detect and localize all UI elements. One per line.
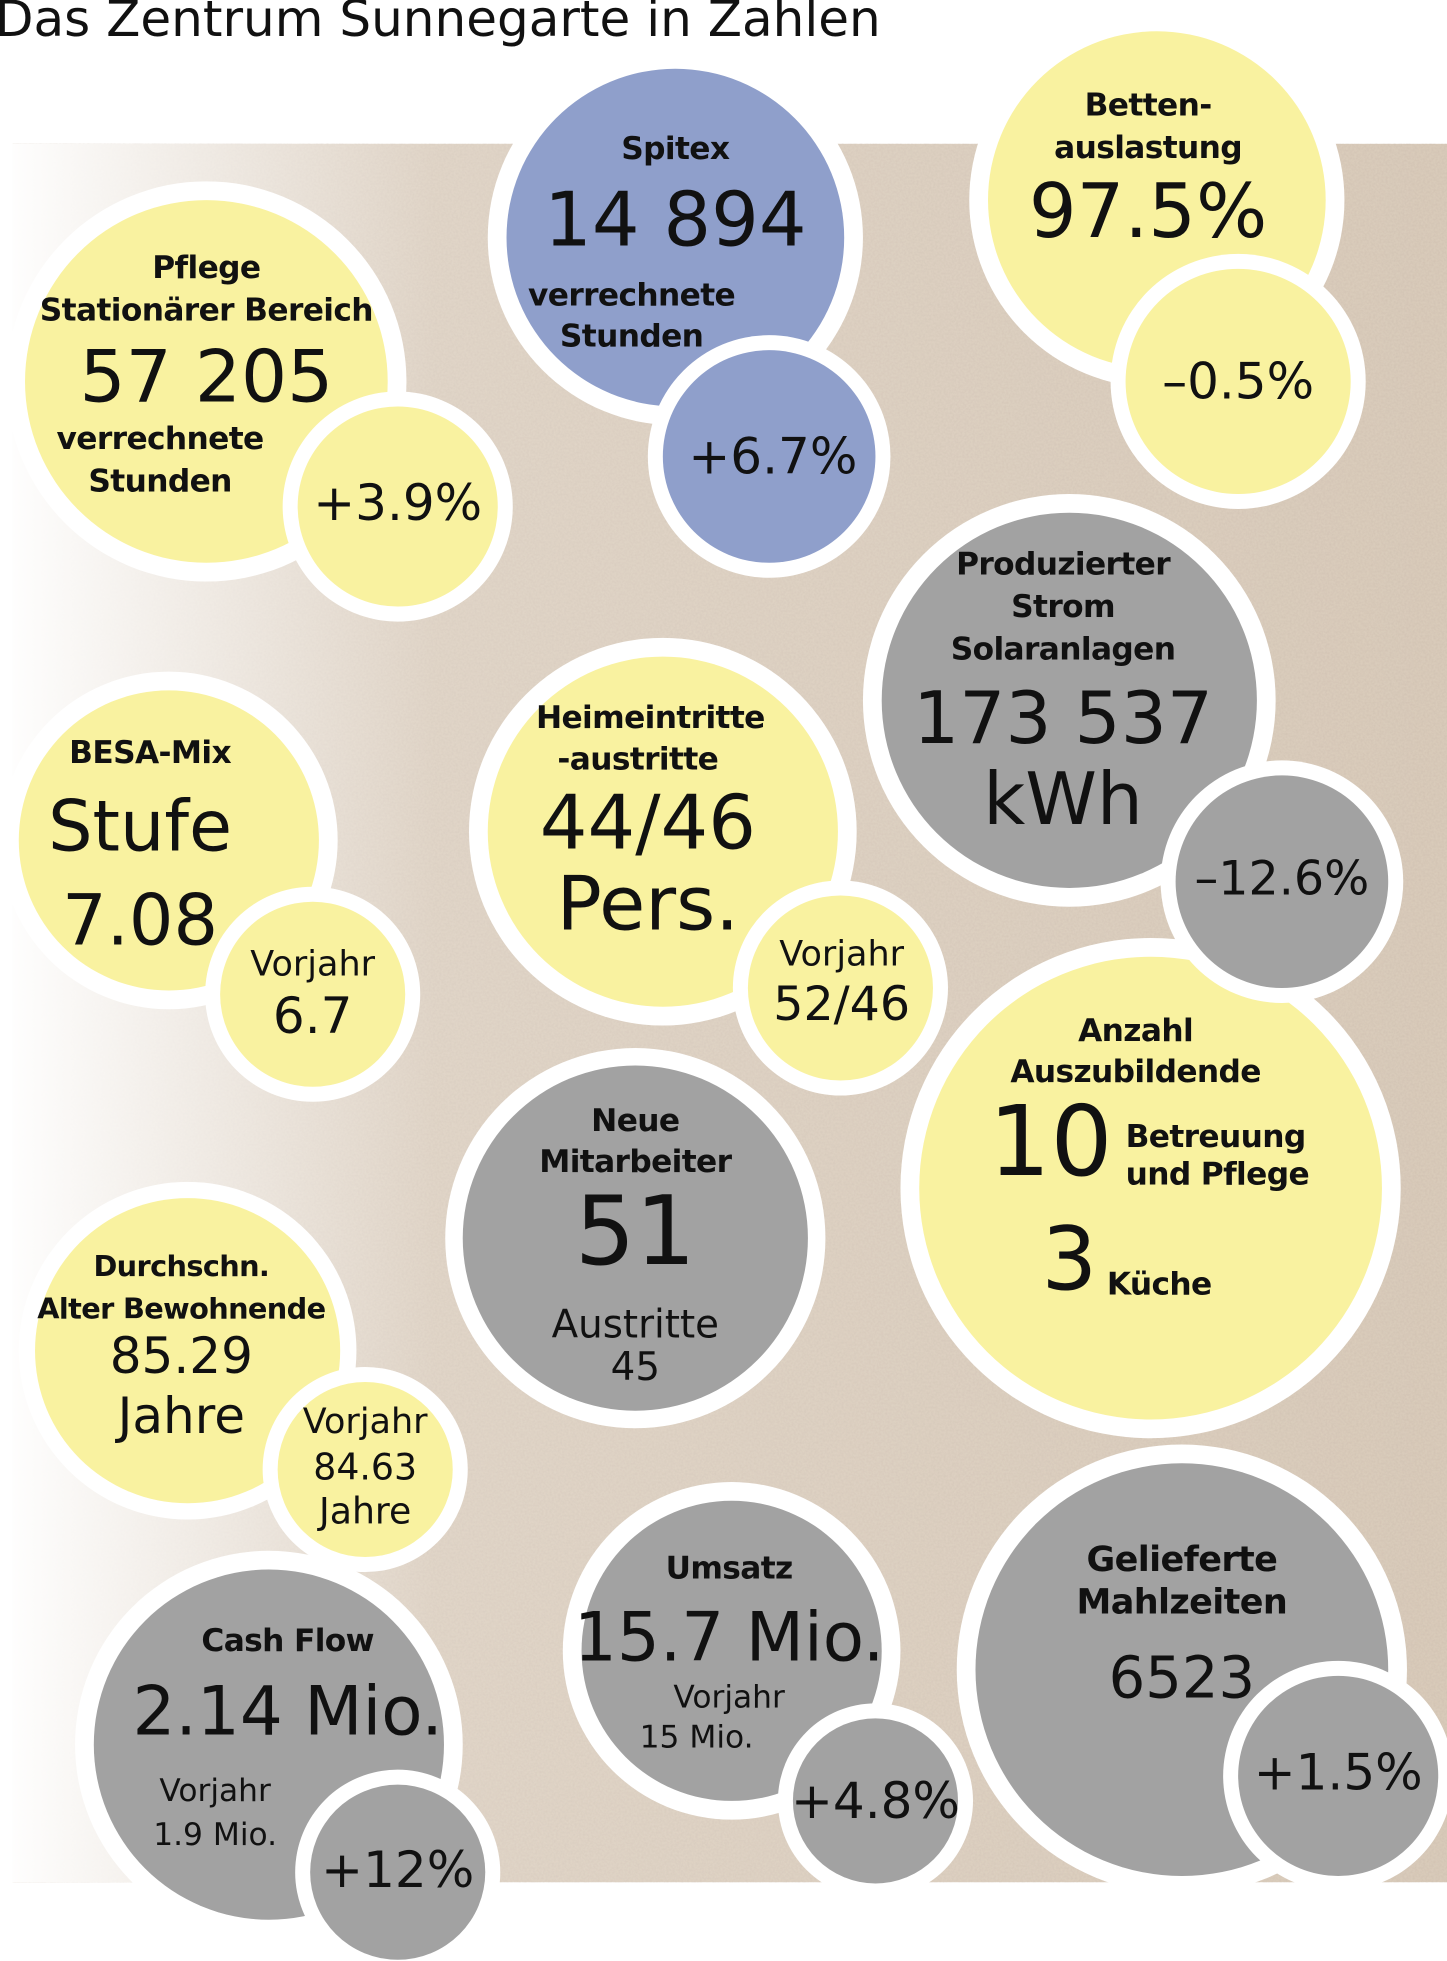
value: 7.08 <box>62 880 218 962</box>
label: verrechnete <box>57 421 264 457</box>
note: Vorjahr <box>673 1679 785 1715</box>
label: Betreuung <box>1126 1119 1306 1155</box>
note: Austritte <box>552 1302 719 1347</box>
note-value: 1.9 Mio. <box>153 1817 277 1853</box>
label: auslastung <box>1054 130 1242 166</box>
label: Alter Bewohnende <box>37 1292 325 1326</box>
label: Cash Flow <box>201 1623 374 1659</box>
note-value: 6.7 <box>273 987 353 1045</box>
label: Neue <box>591 1103 679 1139</box>
label: Gelieferte <box>1087 1540 1278 1580</box>
label: Heimeintritte <box>536 700 765 736</box>
label: verrechnete <box>528 277 735 313</box>
value: 14 894 <box>544 176 806 264</box>
value: 97.5% <box>1029 167 1267 255</box>
label: Stunden <box>560 319 703 355</box>
note-value: 84.63 <box>313 1445 417 1488</box>
label: Betten- <box>1085 87 1212 123</box>
change: +3.9% <box>313 474 482 532</box>
value: kWh <box>983 758 1143 842</box>
value: 2.14 Mio. <box>132 1671 442 1750</box>
label: BESA-Mix <box>69 735 231 771</box>
value: 44/46 <box>540 778 756 866</box>
label: Produzierter <box>956 546 1171 582</box>
note-value: 52/46 <box>773 977 910 1032</box>
note: Vorjahr <box>250 944 375 984</box>
infographic: Das Zentrum Sunnegarte in Zahlen Pflege … <box>0 0 1447 1961</box>
value: 173 537 <box>913 677 1213 761</box>
note: Vorjahr <box>303 1402 428 1442</box>
value: Stufe <box>48 786 232 868</box>
label: Stunden <box>88 464 231 500</box>
label: Pflege <box>152 250 260 286</box>
change: +6.7% <box>688 428 857 486</box>
value: 15.7 Mio. <box>574 1598 884 1677</box>
label: -austritte <box>557 741 718 777</box>
label: Küche <box>1107 1267 1212 1303</box>
note: Vorjahr <box>159 1773 271 1809</box>
note-value: Jahre <box>317 1489 411 1532</box>
label: und Pflege <box>1126 1157 1309 1193</box>
label: Solaranlagen <box>951 631 1176 667</box>
value: 3 <box>1041 1209 1097 1311</box>
label: Spitex <box>621 131 730 167</box>
label: Stationärer Bereich <box>40 292 373 328</box>
value: 85.29 <box>110 1327 253 1385</box>
label: Mitarbeiter <box>539 1144 732 1180</box>
change: –12.6% <box>1195 852 1370 907</box>
value: 51 <box>575 1177 696 1287</box>
value: 10 <box>988 1085 1112 1199</box>
label: Strom <box>1011 589 1115 625</box>
change: +1.5% <box>1254 1743 1423 1801</box>
value: Jahre <box>115 1387 245 1445</box>
label: Anzahl <box>1078 1013 1193 1049</box>
change: –0.5% <box>1162 353 1314 411</box>
label: Umsatz <box>666 1551 793 1587</box>
note: Vorjahr <box>779 934 904 974</box>
title: Das Zentrum Sunnegarte in Zahlen <box>0 0 881 48</box>
change: +4.8% <box>791 1772 960 1830</box>
value: 57 205 <box>79 335 333 419</box>
label: Durchschn. <box>93 1249 269 1283</box>
label: Mahlzeiten <box>1077 1582 1288 1622</box>
value: Pers. <box>557 860 739 948</box>
value: 6523 <box>1109 1645 1255 1712</box>
note-value: 45 <box>611 1345 660 1390</box>
change: +12% <box>321 1841 474 1899</box>
note-value: 15 Mio. <box>640 1719 754 1755</box>
